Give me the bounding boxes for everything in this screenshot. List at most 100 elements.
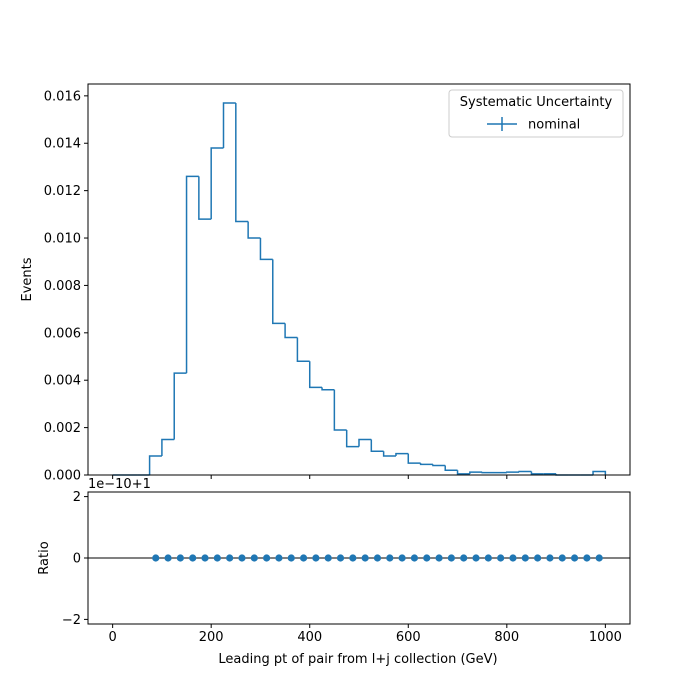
histogram-bin	[222, 102, 236, 148]
histogram-bin	[395, 452, 409, 457]
x-tick-label: 600	[396, 630, 421, 645]
ratio-point	[299, 554, 308, 562]
legend-title: Systematic Uncertainty	[460, 95, 613, 110]
legend-entries: nominal	[487, 117, 580, 133]
ratio-point	[435, 554, 443, 562]
main-panel: 0.000 0.002 0.004 0.006 0.008 0.010 0.012 0.014…	[20, 83, 631, 484]
ratio-point	[176, 554, 184, 562]
ratio-point	[398, 554, 406, 562]
histogram-bin	[210, 147, 224, 220]
y-tick-label: 0.006	[44, 326, 81, 341]
y-tick-label: 0.012	[44, 184, 81, 199]
ratio-point	[497, 554, 505, 562]
ratio-point	[287, 554, 295, 562]
ratio-y-tick-label: 0	[73, 552, 81, 567]
ratio-y-ticks: −2 0 2	[62, 490, 88, 628]
ratio-point	[558, 554, 566, 562]
ratio-point	[226, 554, 234, 562]
ratio-point	[410, 554, 419, 562]
ratio-point	[189, 554, 197, 562]
histogram-bin	[444, 465, 458, 472]
ratio-point	[361, 554, 369, 562]
main-y-ticks: 0.000 0.002 0.004 0.006 0.008 0.010 0.012 0.014…	[44, 89, 88, 484]
histogram-bin	[185, 175, 199, 374]
y-tick-label: 0.014	[44, 137, 81, 152]
ratio-point	[583, 554, 591, 562]
ratio-point	[312, 554, 320, 562]
legend-box	[448, 89, 624, 138]
y-tick-label: 0.010	[44, 232, 81, 247]
histogram-bin	[198, 176, 212, 220]
histogram-bin	[592, 470, 607, 475]
ratio-point	[238, 554, 246, 562]
histogram-bin	[333, 389, 347, 431]
main-x-ticks	[112, 475, 606, 479]
main-histogram	[112, 102, 607, 476]
histogram-bin	[407, 453, 421, 464]
histogram-bin	[296, 337, 310, 363]
histogram-bin	[247, 221, 261, 239]
x-axis-label: Leading pt of pair from l+j collection (…	[218, 652, 497, 667]
ratio-y-axis-label: Ratio	[37, 541, 52, 574]
histogram-bin	[419, 463, 433, 466]
histogram-bin	[456, 470, 470, 475]
histogram-bin	[284, 323, 298, 339]
ratio-point	[373, 554, 382, 562]
histogram-bin	[382, 451, 396, 457]
histogram-bin	[321, 387, 335, 391]
ratio-point	[509, 554, 517, 562]
histogram-bin	[173, 372, 187, 440]
histogram-bin	[432, 464, 446, 467]
ratio-x-ticks: 0 200 400 600 800 1000	[108, 624, 622, 645]
histogram-bin	[518, 470, 532, 473]
ratio-point	[263, 554, 271, 562]
ratio-point	[213, 554, 221, 562]
histogram-bin	[530, 471, 544, 475]
histogram-bin	[308, 361, 323, 389]
ratio-point	[386, 554, 394, 562]
histogram-bin	[272, 259, 286, 325]
legend-entry-label: nominal	[528, 118, 580, 133]
ratio-point	[534, 554, 542, 562]
ratio-points	[152, 554, 603, 562]
ratio-point	[324, 554, 332, 562]
ratio-panel: −2 0 2 0 200 400 600 800 1000 1e−10+1 Ratio Lea…	[37, 477, 631, 667]
ratio-plot-frame	[87, 491, 631, 625]
ratio-point	[423, 554, 431, 562]
histogram-bin	[148, 455, 162, 475]
main-plot-frame	[87, 83, 631, 476]
x-tick-label: 200	[199, 630, 224, 645]
ratio-point	[447, 554, 455, 562]
y-tick-label: 0.002	[44, 421, 81, 436]
x-tick-label: 400	[297, 630, 322, 645]
ratio-y-tick-label: −2	[62, 613, 81, 628]
histogram-bin	[469, 471, 483, 474]
x-tick-label: 1000	[589, 630, 622, 645]
ratio-point	[250, 554, 258, 562]
histogram-bin	[259, 238, 273, 261]
legend: Systematic Uncertainty nominal	[448, 89, 624, 138]
histogram-bin	[235, 102, 249, 223]
main-y-axis-label: Events	[20, 257, 35, 301]
histogram-bin	[358, 438, 372, 447]
ratio-point	[336, 554, 345, 562]
ratio-offset-text: 1e−10+1	[88, 477, 151, 492]
ratio-point	[275, 554, 283, 562]
y-tick-label: 0.016	[44, 89, 81, 104]
histogram-bin	[370, 439, 384, 453]
histogram-bin	[161, 438, 175, 457]
ratio-point	[595, 554, 603, 562]
ratio-point	[152, 554, 160, 562]
x-tick-label: 800	[494, 630, 519, 645]
ratio-point	[164, 554, 172, 562]
ratio-point	[460, 554, 468, 562]
y-tick-label: 0.004	[44, 374, 81, 389]
y-tick-label: 0.008	[44, 279, 81, 294]
y-tick-label: 0.000	[44, 469, 81, 484]
ratio-point	[521, 554, 529, 562]
ratio-point	[201, 554, 209, 562]
ratio-point	[484, 554, 492, 562]
ratio-y-tick-label: 2	[73, 490, 81, 505]
ratio-point	[472, 554, 480, 562]
x-tick-label: 0	[108, 630, 116, 645]
